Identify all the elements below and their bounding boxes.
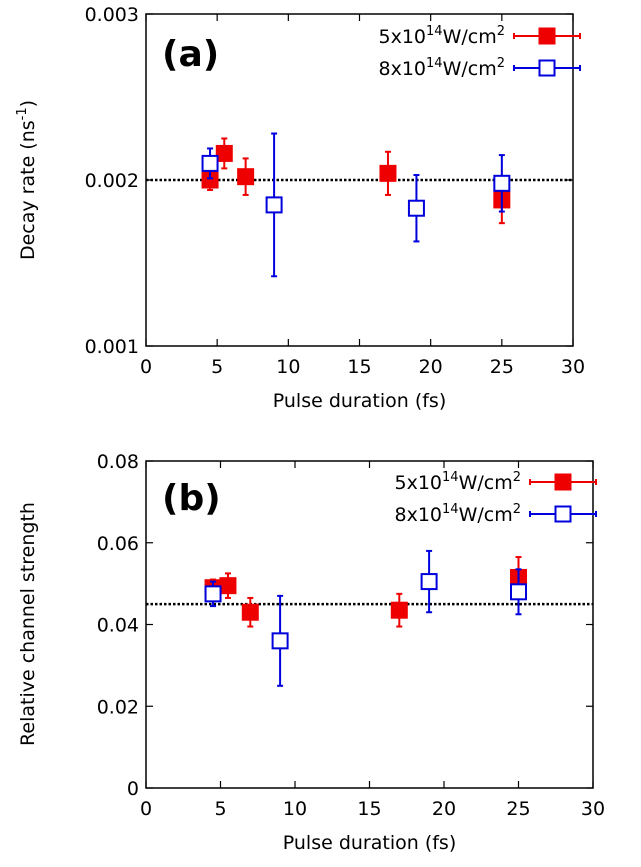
data-point-filled-square (215, 144, 233, 162)
y-tick-label: 0.001 (85, 336, 139, 358)
y-tick-label: 0.002 (85, 170, 139, 192)
data-point-open-square (204, 585, 222, 603)
x-tick-label: 25 (506, 798, 530, 820)
x-tick-label: 30 (561, 356, 585, 378)
data-point-open-square (510, 583, 527, 601)
y-tick-label: 0.04 (97, 615, 139, 637)
y-axis-label-base: Relative channel strength (17, 502, 39, 746)
legend-label-mid: W/cm (443, 58, 497, 80)
y-axis-label-base: Decay rate (ns (17, 120, 39, 260)
panel-label: (b) (162, 478, 221, 519)
legend-label-sup: 14 (442, 502, 459, 517)
legend-label: 8x1014W/cm2 (395, 502, 522, 526)
x-tick-label: 20 (419, 356, 443, 378)
data-point-filled-square (390, 601, 408, 619)
legend-label-sup: 14 (426, 56, 443, 71)
panel-b: 0 5 10 15 20 25 30 0 0.02 0.04 0.06 0.08 Pulse durat… (17, 451, 605, 854)
x-tick-label: 5 (214, 798, 226, 820)
y-tick-label: 0.06 (97, 533, 139, 555)
legend-label: 8x1014W/cm2 (379, 56, 506, 80)
x-axis-label: Pulse duration (fs) (273, 390, 446, 412)
data-point-open-square (407, 199, 425, 217)
y-tick-label: 0.003 (85, 4, 139, 26)
y-tick-label: 0.02 (97, 696, 139, 718)
x-tick-label: 20 (432, 798, 456, 820)
panel-a: 0 5 10 15 20 25 30 0.001 0.002 0.003 Pulse duratio… (15, 4, 585, 412)
data-point-filled-square (379, 164, 397, 182)
y-tick-label: 0.08 (97, 451, 139, 473)
legend-label: 5x1014W/cm2 (395, 470, 522, 494)
data-point-open-square (265, 196, 283, 214)
legend-label-base: 8x10 (395, 504, 443, 526)
x-tick-label: 15 (357, 798, 381, 820)
y-tick-label: 0 (127, 778, 139, 800)
y-axis-label: Decay rate (ns-1) (15, 100, 39, 260)
x-tick-label: 10 (276, 356, 300, 378)
x-tick-label: 10 (283, 798, 307, 820)
legend-marker (554, 473, 572, 491)
legend-label-mid: W/cm (443, 26, 497, 48)
legend-label-mid: W/cm (459, 472, 513, 494)
legend-label-base: 5x10 (379, 26, 427, 48)
data-point-open-square (271, 632, 289, 650)
legend-label-sup: 2 (497, 56, 505, 71)
data-point-open-square (493, 174, 511, 192)
legend-label-sup: 14 (426, 24, 443, 39)
x-tick-label: 0 (140, 798, 152, 820)
x-axis-label: Pulse duration (fs) (283, 832, 456, 854)
legend-label-sup: 2 (513, 502, 521, 517)
legend-label-sup: 2 (497, 24, 505, 39)
legend-label-sup: 14 (442, 470, 459, 485)
legend-label-sup: 2 (513, 470, 521, 485)
legend-marker (554, 505, 572, 523)
legend-label-base: 8x10 (379, 58, 427, 80)
y-axis-label-sup: -1 (15, 107, 30, 120)
x-tick-label: 25 (490, 356, 514, 378)
legend-label-mid: W/cm (459, 504, 513, 526)
x-tick-label: 5 (211, 356, 223, 378)
data-point-filled-square (219, 577, 237, 595)
x-tick-label: 0 (140, 356, 152, 378)
y-axis-label: Relative channel strength (17, 502, 39, 746)
data-point-filled-square (237, 168, 255, 186)
data-point-open-square (420, 573, 438, 591)
legend-marker (538, 27, 556, 45)
legend-marker (538, 59, 556, 77)
x-tick-label: 15 (347, 356, 371, 378)
data-point-open-square (201, 154, 219, 172)
legend-label-base: 5x10 (395, 472, 443, 494)
data-point-filled-square (241, 603, 259, 621)
legend-label: 5x1014W/cm2 (379, 24, 506, 48)
panel-label: (a) (162, 34, 219, 75)
x-tick-label: 30 (581, 798, 605, 820)
y-axis-label-tail: ) (17, 100, 39, 107)
